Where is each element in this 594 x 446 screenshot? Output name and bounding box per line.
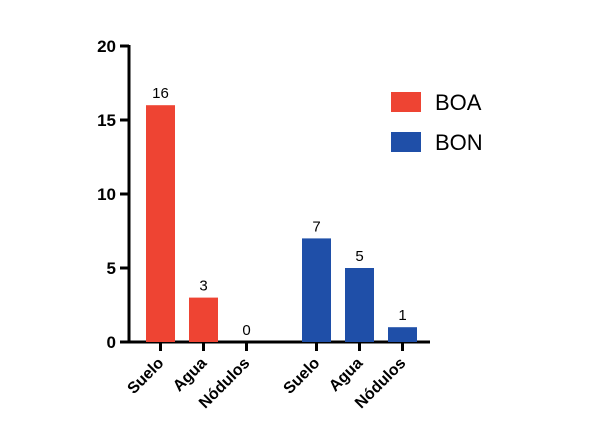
y-tick-label: 15 bbox=[97, 111, 116, 130]
data-label: 1 bbox=[398, 307, 406, 324]
bar-bon-agua bbox=[345, 268, 374, 342]
data-label: 16 bbox=[152, 85, 169, 102]
legend: BOA BON bbox=[391, 90, 483, 155]
x-tick-label: Agua bbox=[326, 355, 366, 395]
legend-swatch-boa bbox=[391, 92, 421, 112]
data-label: 3 bbox=[199, 278, 207, 295]
bar-bon-nódulos bbox=[388, 327, 417, 342]
legend-label-boa: BOA bbox=[435, 90, 482, 115]
x-tick-label: Agua bbox=[170, 355, 210, 395]
data-label: 0 bbox=[242, 322, 250, 339]
bar-bon-suelo bbox=[302, 238, 331, 342]
data-label: 7 bbox=[312, 218, 320, 235]
y-tick-label: 5 bbox=[107, 259, 116, 278]
y-tick-label: 0 bbox=[107, 333, 116, 352]
x-tick-label: Suelo bbox=[125, 355, 168, 398]
y-tick-label: 10 bbox=[97, 185, 116, 204]
x-tick-label: Suelo bbox=[281, 355, 324, 398]
data-label: 5 bbox=[355, 248, 363, 265]
bar-boa-agua bbox=[189, 297, 218, 342]
legend-swatch-bon bbox=[391, 132, 421, 152]
y-tick-label: 20 bbox=[97, 37, 116, 56]
legend-label-bon: BON bbox=[435, 130, 483, 155]
y-axis: 0 5 10 15 20 bbox=[97, 37, 131, 352]
bar-boa-suelo bbox=[146, 105, 175, 342]
bars: 16 3 0 7 5 1 bbox=[146, 85, 417, 342]
